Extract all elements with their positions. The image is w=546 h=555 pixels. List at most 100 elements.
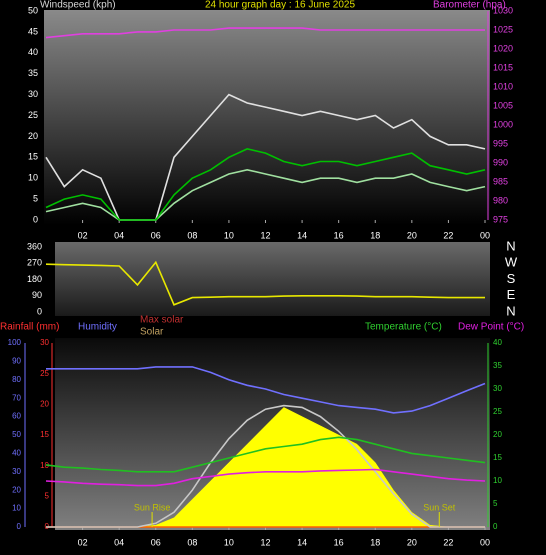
y-tick-label: 20 xyxy=(28,131,38,141)
y3-tick-label: 30 xyxy=(40,338,49,347)
x-tick-label: 10 xyxy=(224,230,234,240)
y-tick-label: 360 xyxy=(27,241,42,251)
x-tick-label: 06 xyxy=(151,537,161,547)
x-tick-label: 22 xyxy=(443,537,453,547)
y2-tick-label: 15 xyxy=(493,453,502,462)
y2-tick-label: 975 xyxy=(493,214,508,224)
chart-title: 24 hour graph day : 16 June 2025 xyxy=(205,0,356,11)
y2-tick-label: 1005 xyxy=(493,100,513,110)
x-tick-label: 02 xyxy=(78,230,88,240)
x-tick-label: 12 xyxy=(260,537,270,547)
x-tick-label: 02 xyxy=(78,537,88,547)
y-tick-label: 30 xyxy=(28,89,38,99)
line xyxy=(46,366,486,414)
y2-tick-label: N xyxy=(506,238,515,253)
y3-tick-label: 25 xyxy=(40,369,49,378)
x-tick-label: 14 xyxy=(297,230,307,240)
y2-tick-label: 1025 xyxy=(493,24,513,34)
y-tick-label: 25 xyxy=(28,110,38,120)
x-tick-label: 16 xyxy=(334,537,344,547)
y2-axis-label: Barometer (hpa) xyxy=(433,0,506,11)
y3-tick-label: 15 xyxy=(40,430,49,439)
y2-tick-label: 1020 xyxy=(493,43,513,53)
legend-label: Humidity xyxy=(78,322,117,333)
y2-tick-label: 35 xyxy=(493,361,502,370)
y3-tick-label: 5 xyxy=(45,491,50,500)
y-tick-label: 45 xyxy=(28,26,38,36)
x-tick-label: 16 xyxy=(334,230,344,240)
y-tick-label: 80 xyxy=(12,375,21,384)
x-tick-label: 00 xyxy=(480,537,490,547)
legend-label: Temperature (°C) xyxy=(365,322,442,333)
line xyxy=(45,148,486,221)
y2-tick-label: 5 xyxy=(493,499,498,508)
y-tick-label: 40 xyxy=(28,47,38,57)
plot-background xyxy=(55,242,490,316)
y-tick-label: 60 xyxy=(12,412,21,421)
y2-tick-label: E xyxy=(507,287,516,302)
plot-background xyxy=(44,10,490,225)
line xyxy=(45,27,485,39)
y2-tick-label: 40 xyxy=(493,338,502,347)
y-tick-label: 100 xyxy=(8,338,22,347)
y2-tick-label: 1000 xyxy=(493,119,513,129)
y-tick-label: 270 xyxy=(27,258,42,268)
annotation: Sun Set xyxy=(423,502,456,512)
x-tick-label: 08 xyxy=(187,230,197,240)
y-tick-label: 30 xyxy=(12,467,21,476)
y-tick-label: 50 xyxy=(28,5,38,15)
x-tick-label: 22 xyxy=(443,230,453,240)
legend-label: Dew Point (°C) xyxy=(458,322,524,333)
legend-label: Max solar xyxy=(140,315,184,326)
y2-tick-label: 990 xyxy=(493,157,508,167)
y2-tick-label: S xyxy=(507,271,516,286)
x-tick-label: 04 xyxy=(114,537,124,547)
y-tick-label: 70 xyxy=(12,393,21,402)
y2-tick-label: 1010 xyxy=(493,81,513,91)
x-tick-label: 20 xyxy=(407,230,417,240)
y-tick-label: 50 xyxy=(12,430,21,439)
x-tick-label: 12 xyxy=(260,230,270,240)
y-tick-label: 10 xyxy=(28,173,38,183)
y-tick-label: 180 xyxy=(27,274,42,284)
y2-tick-label: 985 xyxy=(493,176,508,186)
x-tick-label: 10 xyxy=(224,537,234,547)
y2-tick-label: 1030 xyxy=(493,5,513,15)
x-tick-label: 14 xyxy=(297,537,307,547)
y3-tick-label: 10 xyxy=(40,461,49,470)
x-tick-label: 08 xyxy=(187,537,197,547)
annotation: Sun Rise xyxy=(134,502,171,512)
y-tick-label: 10 xyxy=(12,504,21,513)
x-tick-label: 00 xyxy=(480,230,490,240)
line xyxy=(45,436,486,473)
line xyxy=(45,260,485,306)
y2-tick-label: 20 xyxy=(493,430,502,439)
y-tick-label: 90 xyxy=(32,290,42,300)
y-tick-label: 20 xyxy=(12,485,21,494)
x-tick-label: 18 xyxy=(370,537,380,547)
x-tick-label: 06 xyxy=(151,230,161,240)
y2-tick-label: 10 xyxy=(493,476,502,485)
legend-label: Rainfall (mm) xyxy=(0,322,59,333)
y2-tick-label: W xyxy=(505,255,518,270)
y-tick-label: 40 xyxy=(12,449,21,458)
y-tick-label: 90 xyxy=(12,357,21,366)
y2-tick-label: 995 xyxy=(493,138,508,148)
y2-tick-label: 980 xyxy=(493,195,508,205)
y2-tick-label: 30 xyxy=(493,384,502,393)
y3-tick-label: 20 xyxy=(40,399,49,408)
y-tick-label: 5 xyxy=(33,193,38,203)
y2-tick-label: 0 xyxy=(493,522,498,531)
y-axis-label: Windspeed (kph) xyxy=(40,0,116,11)
y-tick-label: 0 xyxy=(17,522,22,531)
y2-tick-label: 25 xyxy=(493,407,502,416)
legend-label: Solar xyxy=(140,327,164,338)
x-tick-label: 18 xyxy=(370,230,380,240)
y-tick-label: 0 xyxy=(33,214,38,224)
y-tick-label: 35 xyxy=(28,68,38,78)
x-tick-label: 20 xyxy=(407,537,417,547)
y2-tick-label: N xyxy=(506,303,515,318)
line xyxy=(46,404,485,528)
line xyxy=(45,468,486,487)
